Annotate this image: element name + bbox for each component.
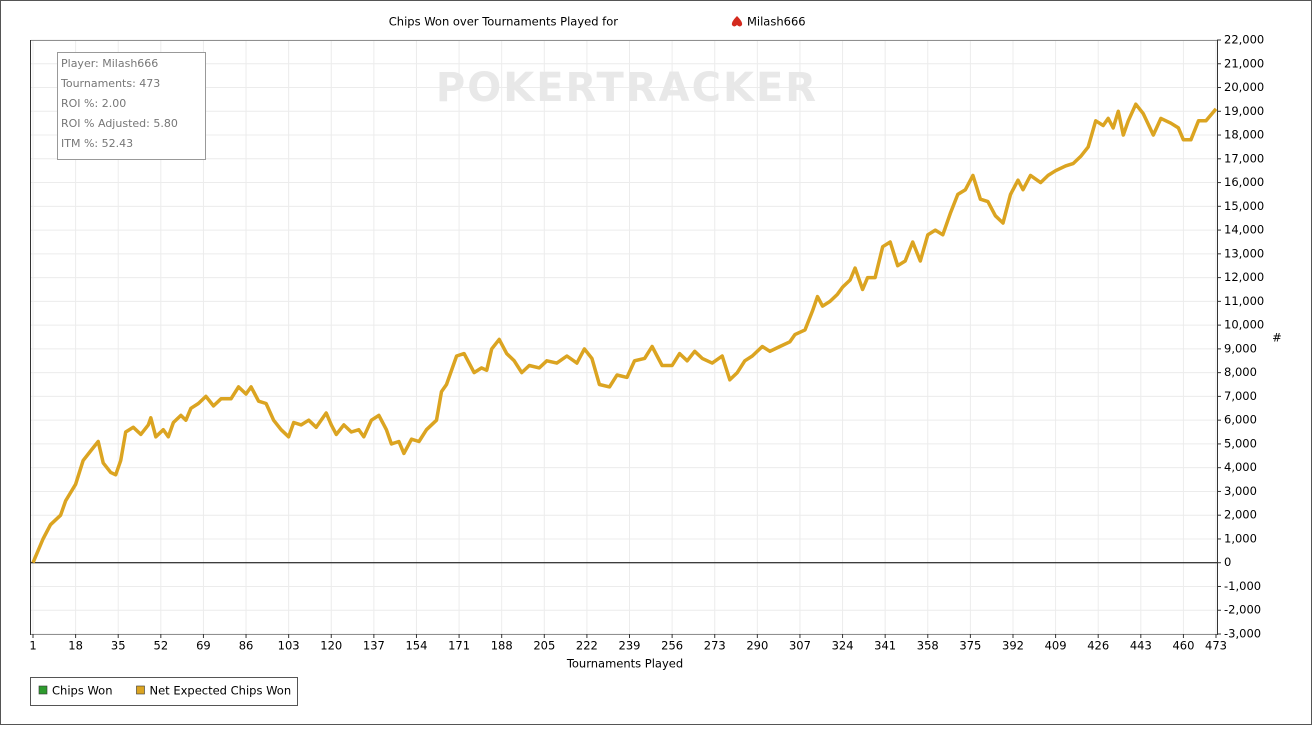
y-tick-label: 14,000: [1224, 223, 1264, 237]
x-tick-label: 52: [154, 639, 169, 653]
x-tick-label: 205: [533, 639, 555, 653]
info: Player: Milash666 Tournaments: 473 ROI %: …: [60, 57, 178, 150]
x-axis-label: Tournaments Played: [566, 657, 683, 671]
y-tick-label: 6,000: [1224, 413, 1257, 427]
x-tick-label: 69: [196, 639, 211, 653]
x-tick-label: 460: [1172, 639, 1194, 653]
y-tick-label: 9,000: [1224, 341, 1257, 355]
y-tick-label: 0: [1224, 555, 1231, 569]
info-line: Tournaments: 473: [60, 77, 160, 90]
y-tick-label: 3,000: [1224, 484, 1257, 498]
x-tick-label: 273: [704, 639, 726, 653]
x-tick-label: 103: [278, 639, 300, 653]
info-line: ROI % Adjusted: 5.80: [61, 117, 178, 130]
y-tick-label: 10,000: [1224, 318, 1264, 332]
y-tick-label: 17,000: [1224, 151, 1264, 165]
x-tick-label: 35: [111, 639, 126, 653]
data-line: [31, 102, 1218, 564]
x-tick-label: 290: [746, 639, 768, 653]
x-tick-label: 256: [661, 639, 683, 653]
y-tick-label: 15,000: [1224, 199, 1264, 213]
x-tick-label: 307: [789, 639, 811, 653]
legend-label: Net Expected Chips Won: [149, 684, 291, 698]
legend-swatch: [136, 685, 145, 695]
x-tick-label: 239: [619, 639, 641, 653]
y-tick-label: 1,000: [1224, 531, 1257, 545]
y-tick-label: 11,000: [1224, 294, 1264, 308]
y-tick-label: 4,000: [1224, 460, 1257, 474]
chart-title-player: Milash666: [747, 15, 806, 29]
x-tick-label: 171: [448, 639, 470, 653]
info-box: [57, 52, 206, 160]
y-tick-label: 12,000: [1224, 270, 1264, 284]
x-tick-label: 86: [239, 639, 254, 653]
x-tick-label: 473: [1205, 639, 1227, 653]
legend-swatch: [38, 685, 48, 695]
y-tick-label: 22,000: [1224, 33, 1264, 47]
y-tick-label: 13,000: [1224, 246, 1264, 260]
info-line: ROI %: 2.00: [61, 97, 126, 110]
y-tick-label: 5,000: [1224, 436, 1257, 450]
y-axis-label: #: [1272, 331, 1282, 345]
info-line: ITM %: 52.43: [61, 137, 133, 150]
y-tick-label: 2,000: [1224, 508, 1257, 522]
y-tick-label: 21,000: [1224, 56, 1264, 70]
y-tick-label: -3,000: [1224, 627, 1261, 641]
x-tick-label: 188: [491, 639, 513, 653]
x-tick-label: 392: [1002, 639, 1024, 653]
x-tick-label: 1: [29, 639, 36, 653]
y-tick-label: 19,000: [1224, 104, 1264, 118]
y-tick-label: 7,000: [1224, 389, 1257, 403]
x-tick-label: 426: [1087, 639, 1109, 653]
plot-area: [30, 40, 1218, 635]
x-tick-label: 409: [1045, 639, 1067, 653]
x-tick-label: 375: [959, 639, 981, 653]
x-tick-label: 137: [363, 639, 385, 653]
y-tick-label: -2,000: [1224, 603, 1261, 617]
x-tick-label: 120: [320, 639, 342, 653]
y-tick-label: -1,000: [1224, 579, 1261, 593]
legend: Chips Won Net Expected Chips Won: [38, 684, 291, 698]
y-tick-label: 8,000: [1224, 365, 1257, 379]
spade-icon: [731, 16, 743, 27]
x-tick-label: 341: [874, 639, 896, 653]
x-tick-label: 443: [1130, 639, 1152, 653]
watermark: POKERTRACKER: [436, 65, 818, 111]
x-tick-label: 324: [832, 639, 854, 653]
info-line: Player: Milash666: [61, 57, 158, 70]
plot: [31, 102, 1218, 564]
x-tick-label: 154: [405, 639, 427, 653]
x-tick-label: 222: [576, 639, 598, 653]
legend-label: Chips Won: [52, 684, 112, 698]
x-tick-label: 18: [68, 639, 83, 653]
legend-box: [30, 677, 298, 706]
x-tick-label: 358: [917, 639, 939, 653]
y-tick-label: 20,000: [1224, 80, 1264, 94]
y-tick-label: 16,000: [1224, 175, 1264, 189]
chart-title: Chips Won over Tournaments Played for: [389, 15, 619, 29]
y-tick-label: 18,000: [1224, 128, 1264, 142]
